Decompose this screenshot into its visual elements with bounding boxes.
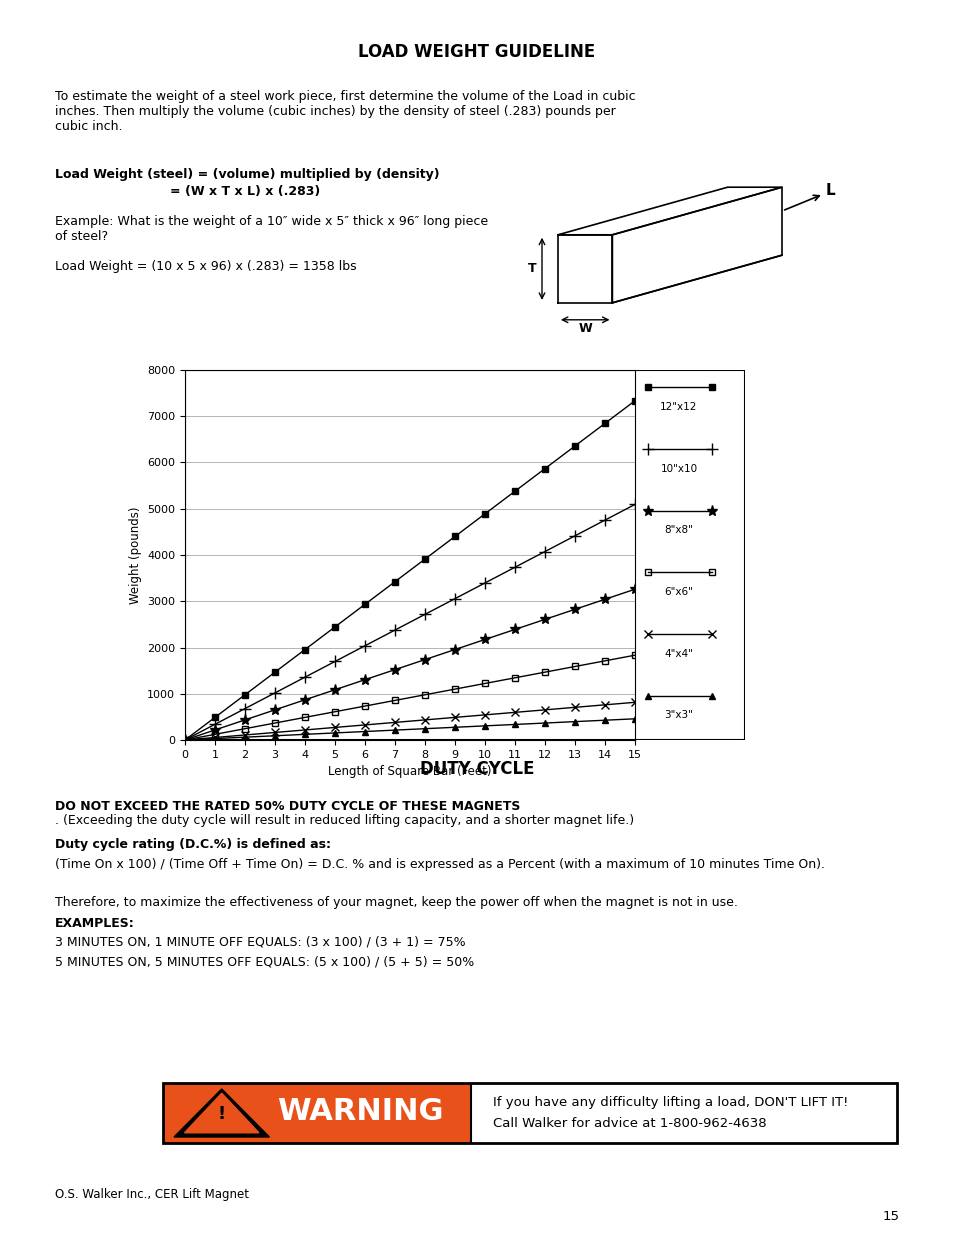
Text: 6"x6": 6"x6" bbox=[664, 587, 693, 597]
Text: 10"x10: 10"x10 bbox=[659, 463, 697, 474]
Text: O.S. Walker Inc., CER Lift Magnet: O.S. Walker Inc., CER Lift Magnet bbox=[55, 1188, 249, 1200]
Polygon shape bbox=[173, 1089, 269, 1137]
Polygon shape bbox=[184, 1093, 258, 1132]
Text: 3"x3": 3"x3" bbox=[664, 710, 693, 720]
Text: = (W x T x L) x (.283): = (W x T x L) x (.283) bbox=[170, 185, 320, 198]
Bar bbox=[471, 1083, 896, 1144]
Text: Example: What is the weight of a 10″ wide x 5″ thick x 96″ long piece
of steel?: Example: What is the weight of a 10″ wid… bbox=[55, 215, 488, 243]
Text: !: ! bbox=[217, 1105, 226, 1123]
Text: . (Exceeding the duty cycle will result in reduced lifting capacity, and a short: . (Exceeding the duty cycle will result … bbox=[55, 814, 634, 827]
Text: T: T bbox=[528, 262, 537, 275]
Text: DO NOT EXCEED THE RATED 50% DUTY CYCLE OF THESE MAGNETS: DO NOT EXCEED THE RATED 50% DUTY CYCLE O… bbox=[55, 800, 519, 813]
Text: 8"x8": 8"x8" bbox=[664, 525, 693, 536]
Text: Therefore, to maximize the effectiveness of your magnet, keep the power off when: Therefore, to maximize the effectiveness… bbox=[55, 897, 737, 909]
Text: 12"x12: 12"x12 bbox=[659, 403, 697, 412]
Text: 5 MINUTES ON, 5 MINUTES OFF EQUALS: (5 x 100) / (5 + 5) = 50%: 5 MINUTES ON, 5 MINUTES OFF EQUALS: (5 x… bbox=[55, 955, 474, 968]
Text: Load Weight (steel) = (volume) multiplied by (density): Load Weight (steel) = (volume) multiplie… bbox=[55, 168, 439, 182]
Text: Call Walker for advice at 1-800-962-4638: Call Walker for advice at 1-800-962-4638 bbox=[493, 1118, 766, 1130]
Text: DUTY CYCLE: DUTY CYCLE bbox=[419, 760, 534, 778]
Text: 15: 15 bbox=[882, 1210, 899, 1223]
X-axis label: Length of Square Bar (Feet): Length of Square Bar (Feet) bbox=[328, 766, 491, 778]
Y-axis label: Weight (pounds): Weight (pounds) bbox=[129, 506, 141, 604]
Text: Load Weight = (10 x 5 x 96) x (.283) = 1358 lbs: Load Weight = (10 x 5 x 96) x (.283) = 1… bbox=[55, 261, 356, 273]
Text: 3 MINUTES ON, 1 MINUTE OFF EQUALS: (3 x 100) / (3 + 1) = 75%: 3 MINUTES ON, 1 MINUTE OFF EQUALS: (3 x … bbox=[55, 936, 465, 948]
Text: WARNING: WARNING bbox=[276, 1098, 443, 1126]
Text: EXAMPLES:: EXAMPLES: bbox=[55, 916, 134, 930]
Text: Duty cycle rating (D.C.%) is defined as:: Duty cycle rating (D.C.%) is defined as: bbox=[55, 839, 331, 851]
Text: LOAD WEIGHT GUIDELINE: LOAD WEIGHT GUIDELINE bbox=[358, 43, 595, 61]
Text: 4"x4": 4"x4" bbox=[664, 648, 693, 658]
Text: W: W bbox=[578, 322, 592, 335]
Text: (Time On x 100) / (Time Off + Time On) = D.C. % and is expressed as a Percent (w: (Time On x 100) / (Time Off + Time On) =… bbox=[55, 857, 824, 871]
Text: If you have any difficulty lifting a load, DON'T LIFT IT!: If you have any difficulty lifting a loa… bbox=[493, 1095, 848, 1109]
Bar bbox=[163, 1083, 471, 1144]
Text: To estimate the weight of a steel work piece, first determine the volume of the : To estimate the weight of a steel work p… bbox=[55, 90, 635, 133]
Text: L: L bbox=[824, 183, 834, 198]
